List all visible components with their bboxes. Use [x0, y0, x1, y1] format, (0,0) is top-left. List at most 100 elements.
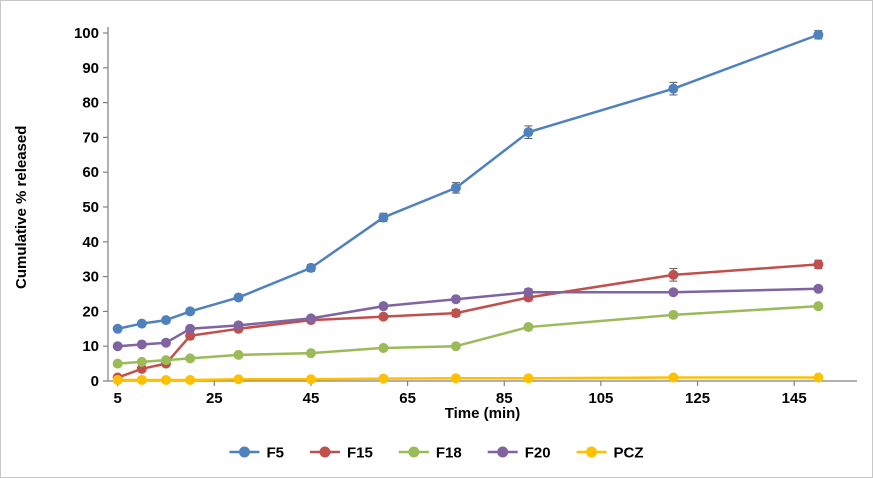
- data-point-F20: [185, 323, 196, 334]
- data-point-F20: [523, 287, 534, 298]
- legend-item-F5: F5: [229, 445, 284, 462]
- data-point-PCZ: [185, 374, 196, 385]
- legend-marker-F15: [319, 446, 331, 458]
- y-axis-title: Cumulative % released: [13, 125, 30, 289]
- data-point-F20: [136, 339, 147, 350]
- data-point-F15: [136, 363, 147, 374]
- y-tick-label: 90: [82, 60, 99, 77]
- data-point-F5: [450, 182, 461, 193]
- x-tick-label: 45: [303, 390, 320, 407]
- legend-marker-F20: [497, 446, 509, 458]
- data-point-F5: [523, 127, 534, 138]
- data-point-F20: [378, 301, 389, 312]
- data-point-F20: [450, 294, 461, 305]
- data-point-F15: [813, 259, 824, 270]
- data-point-F5: [668, 83, 679, 94]
- x-tick-label: 145: [782, 390, 807, 407]
- series-F20: [112, 283, 824, 352]
- data-point-F18: [813, 301, 824, 312]
- x-tick-label: 65: [399, 390, 416, 407]
- data-point-F5: [185, 306, 196, 317]
- series-line-F15: [117, 263, 819, 379]
- data-point-F20: [160, 337, 171, 348]
- data-point-F20: [305, 313, 316, 324]
- series-F5: [112, 29, 824, 334]
- legend-item-F15: F15: [309, 445, 373, 462]
- data-point-PCZ: [305, 374, 316, 385]
- series-F18: [112, 301, 824, 369]
- y-tick-label: 40: [82, 234, 99, 251]
- data-point-F18: [160, 355, 171, 366]
- data-point-F18: [378, 342, 389, 353]
- x-tick-label: 5: [113, 390, 121, 407]
- x-tick-label: 85: [496, 390, 513, 407]
- series-line-F20: [117, 287, 819, 348]
- series-line-F18: [117, 304, 819, 365]
- y-tick-label: 70: [82, 129, 99, 146]
- legend-item-F20: F20: [487, 445, 551, 462]
- data-point-PCZ: [813, 372, 824, 383]
- axes: 5 25 45 65 85 105 125 145 0 10 20 30 40 50 60 70 80 90 100: [74, 25, 857, 407]
- y-tick-label: 50: [82, 199, 99, 216]
- data-point-PCZ: [668, 372, 679, 383]
- series-PCZ: [112, 372, 824, 385]
- data-point-PCZ: [160, 374, 171, 385]
- x-tick-label: 25: [206, 390, 223, 407]
- data-point-F18: [305, 348, 316, 359]
- data-point-PCZ: [112, 374, 123, 385]
- data-point-F18: [112, 358, 123, 369]
- data-point-F20: [112, 341, 123, 352]
- y-tick-label: 20: [82, 303, 99, 320]
- data-point-F5: [136, 318, 147, 329]
- data-point-F20: [813, 283, 824, 294]
- legend-item-F18: F18: [398, 445, 462, 462]
- data-point-F5: [160, 315, 171, 326]
- data-point-F18: [233, 349, 244, 360]
- legend-label-F20: F20: [525, 445, 551, 462]
- legend-marker-F5: [238, 446, 250, 458]
- data-point-PCZ: [378, 373, 389, 384]
- x-tick-label: 105: [588, 390, 613, 407]
- y-tick-label: 10: [82, 338, 99, 355]
- y-tick-label: 60: [82, 164, 99, 181]
- legend-label-F5: F5: [266, 445, 284, 462]
- data-point-F5: [112, 323, 123, 334]
- legend-marker-F18: [408, 446, 420, 458]
- legend: F5 F15 F18 F20 PCZ: [229, 445, 644, 462]
- legend-marker-PCZ: [586, 446, 598, 458]
- x-axis-title: Time (min): [444, 405, 521, 422]
- legend-label-PCZ: PCZ: [614, 445, 644, 462]
- data-point-F15: [378, 311, 389, 322]
- data-point-PCZ: [233, 374, 244, 385]
- data-point-F15: [668, 269, 679, 280]
- y-tick-label: 30: [82, 269, 99, 286]
- data-point-F20: [668, 287, 679, 298]
- legend-label-F18: F18: [436, 445, 462, 462]
- data-point-F18: [523, 322, 534, 333]
- y-tick-label: 80: [82, 95, 99, 112]
- data-point-F18: [136, 356, 147, 367]
- series-line-F5: [117, 33, 819, 331]
- data-point-PCZ: [523, 373, 534, 384]
- x-tick-label: 125: [685, 390, 710, 407]
- data-point-F20: [233, 320, 244, 331]
- legend-label-F15: F15: [347, 445, 373, 462]
- data-point-F5: [378, 212, 389, 223]
- series-line-PCZ: [117, 376, 819, 382]
- y-tick-label: 100: [74, 25, 99, 42]
- data-point-F5: [233, 292, 244, 303]
- data-point-F5: [813, 29, 824, 40]
- data-point-PCZ: [136, 374, 147, 385]
- data-point-F18: [668, 309, 679, 320]
- data-point-F5: [305, 262, 316, 273]
- data-point-PCZ: [450, 373, 461, 384]
- data-point-F15: [450, 308, 461, 319]
- data-point-F18: [185, 353, 196, 364]
- data-point-F18: [450, 341, 461, 352]
- legend-item-PCZ: PCZ: [576, 445, 644, 462]
- data-point-F15: [185, 330, 196, 341]
- y-tick-label: 0: [91, 373, 99, 390]
- series-F15: [112, 259, 824, 383]
